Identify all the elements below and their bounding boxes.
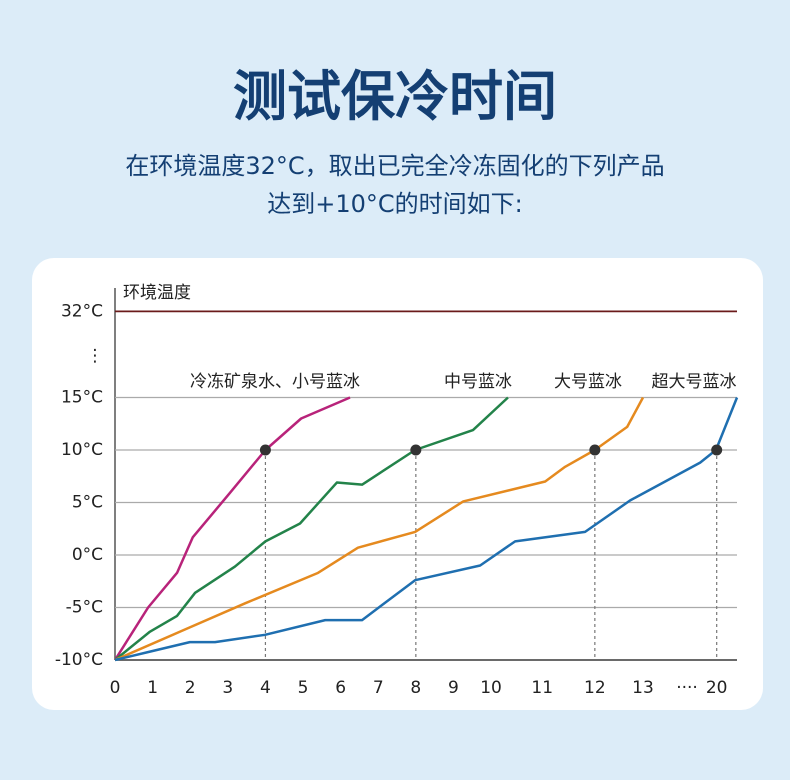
y-tick-label: 0°C	[72, 545, 103, 565]
y-tick-label: 5°C	[72, 493, 103, 513]
y-tick-label: 15°C	[61, 388, 103, 408]
legend-label: 大号蓝冰	[554, 372, 622, 392]
x-tick-label: 13	[632, 678, 654, 698]
legend-label: 冷冻矿泉水、小号蓝冰	[190, 372, 360, 392]
marker-dot	[410, 444, 422, 456]
series-line	[114, 396, 645, 662]
series-line	[114, 397, 739, 662]
title: 测试保冷时间	[233, 65, 557, 128]
chart-card	[32, 258, 763, 710]
x-tick-label: 0	[110, 678, 121, 698]
y-tick-label: -5°C	[66, 598, 103, 618]
series-line	[114, 396, 509, 661]
x-tick-label: 6	[335, 678, 346, 698]
x-tick-label: 20	[706, 678, 728, 698]
x-tick-label: 8	[410, 678, 421, 698]
x-tick-label: 10	[480, 678, 502, 698]
y-tick-label: -10°C	[55, 650, 103, 670]
series-line	[113, 396, 351, 661]
ambient-label: 环境温度	[123, 283, 191, 303]
x-tick-label: 3	[222, 678, 233, 698]
marker-dot	[589, 444, 601, 456]
x-tick-label: 11	[531, 678, 553, 698]
axis-break: ····	[676, 678, 698, 698]
axis-break: ⋮	[87, 346, 104, 366]
y-tick-label: 10°C	[61, 440, 103, 460]
subtitle: 达到+10°C的时间如下:	[267, 190, 523, 218]
x-tick-label: 1	[147, 678, 158, 698]
marker-dot	[711, 444, 723, 456]
legend-label: 中号蓝冰	[444, 372, 512, 392]
x-tick-label: 9	[448, 678, 459, 698]
x-tick-label: 5	[298, 678, 309, 698]
x-tick-label: 4	[260, 678, 271, 698]
x-tick-label: 7	[373, 678, 384, 698]
marker-dot	[259, 444, 271, 456]
x-tick-label: 2	[185, 678, 196, 698]
legend-label: 超大号蓝冰	[652, 372, 737, 392]
subtitle: 在环境温度32°C，取出已完全冷冻固化的下列产品	[125, 152, 665, 180]
x-tick-label: 12	[584, 678, 606, 698]
y-tick-label: 32°C	[61, 301, 103, 321]
